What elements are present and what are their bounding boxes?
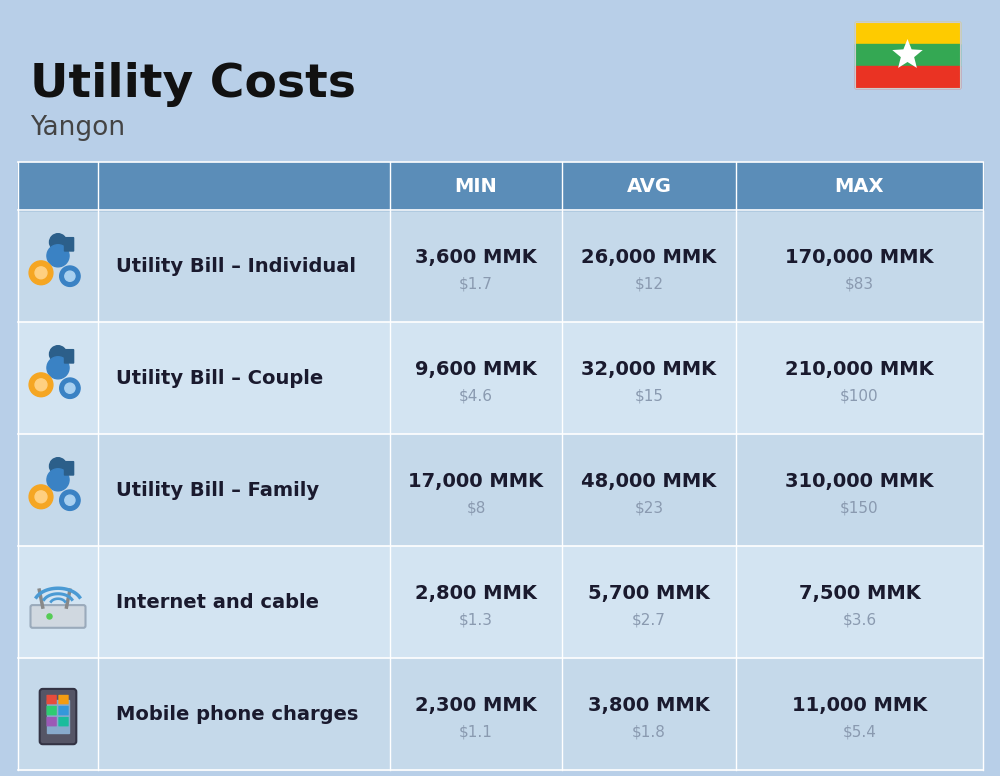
Text: $1.7: $1.7 [459,276,493,292]
Text: 3,600 MMK: 3,600 MMK [415,248,537,266]
Text: 17,000 MMK: 17,000 MMK [408,472,544,490]
Circle shape [50,345,66,362]
Bar [855,44,960,66]
FancyBboxPatch shape [58,717,69,726]
Circle shape [65,383,75,393]
Text: $1.1: $1.1 [459,725,493,740]
Bar [18,162,983,210]
Bar [18,546,983,658]
Text: $1.3: $1.3 [459,612,493,628]
Text: $5.4: $5.4 [843,725,876,740]
Bar [855,66,960,88]
Text: 7,500 MMK: 7,500 MMK [799,584,920,602]
Bar [18,434,983,546]
FancyBboxPatch shape [64,461,74,476]
Circle shape [50,234,66,251]
Text: Utility Bill – Individual: Utility Bill – Individual [116,257,356,275]
Circle shape [35,267,47,279]
FancyBboxPatch shape [64,237,74,251]
Text: 32,000 MMK: 32,000 MMK [581,359,717,379]
FancyBboxPatch shape [46,706,57,715]
Circle shape [35,379,47,391]
Bar [855,22,960,88]
FancyBboxPatch shape [30,605,86,628]
Text: $15: $15 [635,389,664,404]
Text: 210,000 MMK: 210,000 MMK [785,359,934,379]
Text: 48,000 MMK: 48,000 MMK [581,472,717,490]
Polygon shape [892,39,923,68]
Text: Utility Costs: Utility Costs [30,62,356,107]
Text: 5,700 MMK: 5,700 MMK [588,584,710,602]
Circle shape [29,373,53,397]
FancyBboxPatch shape [40,689,76,744]
Text: $8: $8 [466,501,486,515]
Text: 170,000 MMK: 170,000 MMK [785,248,934,266]
Circle shape [65,495,75,505]
Circle shape [47,357,69,379]
Text: AVG: AVG [626,176,672,196]
FancyBboxPatch shape [64,349,74,364]
Text: $23: $23 [634,501,664,515]
Text: $2.7: $2.7 [632,612,666,628]
Text: 310,000 MMK: 310,000 MMK [785,472,934,490]
Circle shape [29,261,53,285]
Text: 9,600 MMK: 9,600 MMK [415,359,537,379]
Text: 26,000 MMK: 26,000 MMK [581,248,717,266]
Text: 2,800 MMK: 2,800 MMK [415,584,537,602]
Text: MIN: MIN [455,176,497,196]
Text: MAX: MAX [835,176,884,196]
Text: $12: $12 [635,276,664,292]
Bar [18,658,983,770]
FancyBboxPatch shape [46,695,57,705]
Circle shape [47,244,69,267]
FancyBboxPatch shape [46,717,57,726]
Text: $83: $83 [845,276,874,292]
Text: $3.6: $3.6 [842,612,877,628]
Circle shape [47,614,52,619]
Text: 2,300 MMK: 2,300 MMK [415,695,537,715]
Text: 11,000 MMK: 11,000 MMK [792,695,927,715]
Text: $1.8: $1.8 [632,725,666,740]
Circle shape [60,490,80,511]
Circle shape [65,271,75,282]
Text: Utility Bill – Family: Utility Bill – Family [116,480,319,500]
Text: Yangon: Yangon [30,115,125,141]
Bar [18,322,983,434]
Text: Internet and cable: Internet and cable [116,593,319,611]
Text: Mobile phone charges: Mobile phone charges [116,705,358,723]
Circle shape [47,469,69,491]
FancyBboxPatch shape [58,695,69,705]
Circle shape [50,458,66,475]
Circle shape [60,378,80,398]
Text: $100: $100 [840,389,879,404]
Bar [47,701,69,733]
Bar [18,210,983,322]
Text: $150: $150 [840,501,879,515]
Text: 3,800 MMK: 3,800 MMK [588,695,710,715]
Text: Utility Bill – Couple: Utility Bill – Couple [116,369,323,387]
FancyBboxPatch shape [58,706,69,715]
Circle shape [35,491,47,503]
Circle shape [60,266,80,286]
Bar [855,22,960,44]
Circle shape [29,485,53,509]
Text: $4.6: $4.6 [459,389,493,404]
